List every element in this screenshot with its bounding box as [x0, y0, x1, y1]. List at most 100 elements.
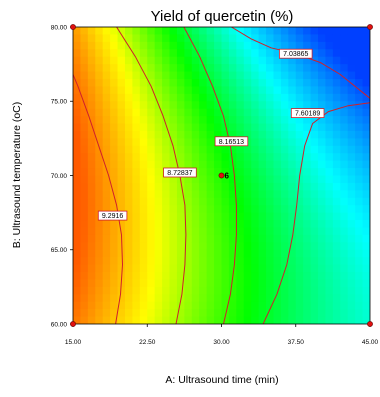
heat-cell — [199, 168, 208, 177]
heat-cell — [139, 153, 148, 162]
heat-cell — [221, 78, 230, 87]
heat-cell — [258, 27, 267, 36]
heat-cell — [124, 71, 133, 80]
heat-cell — [355, 34, 364, 43]
heat-cell — [191, 41, 200, 50]
heat-cell — [95, 71, 104, 80]
heat-cell — [340, 34, 349, 43]
heat-cell — [362, 294, 370, 303]
heat-cell — [102, 78, 111, 87]
heat-cell — [266, 286, 275, 295]
heat-cell — [73, 175, 82, 184]
heat-cell — [347, 197, 356, 206]
contour-label: 9.2916 — [102, 213, 124, 220]
heat-cell — [355, 86, 364, 95]
heat-cell — [110, 168, 119, 177]
heat-cell — [110, 93, 119, 102]
heat-cell — [73, 197, 82, 206]
heat-cell — [110, 49, 119, 58]
heat-cell — [102, 294, 111, 303]
heat-cell — [214, 197, 223, 206]
heat-cell — [191, 78, 200, 87]
heat-cell — [147, 78, 156, 87]
heat-cell — [132, 153, 141, 162]
heat-cell — [325, 34, 334, 43]
heat-cell — [221, 257, 230, 266]
heat-cell — [95, 49, 104, 58]
heat-cell — [87, 86, 96, 95]
heat-cell — [340, 264, 349, 273]
heat-cell — [80, 108, 89, 117]
heat-cell — [228, 71, 237, 80]
heat-cell — [124, 116, 133, 125]
heat-cell — [95, 205, 104, 214]
heat-cell — [199, 41, 208, 50]
y-tick-label: 75.00 — [51, 99, 68, 106]
heat-cell — [258, 249, 267, 258]
heat-cell — [124, 234, 133, 243]
heat-cell — [80, 212, 89, 221]
heat-cell — [332, 257, 341, 266]
heat-cell — [258, 153, 267, 162]
heat-cell — [340, 56, 349, 65]
heat-cell — [288, 78, 297, 87]
contour-label: 8.16513 — [219, 139, 244, 146]
heat-cell — [340, 205, 349, 214]
heat-cell — [266, 220, 275, 229]
heat-cell — [325, 108, 334, 117]
heat-cell — [110, 116, 119, 125]
heat-cell — [243, 316, 252, 324]
heat-cell — [139, 138, 148, 147]
heat-cell — [73, 190, 82, 199]
heat-cell — [214, 279, 223, 288]
heat-cell — [102, 220, 111, 229]
heat-cell — [280, 242, 289, 251]
heat-cell — [176, 108, 185, 117]
heat-cell — [87, 168, 96, 177]
heat-cell — [124, 220, 133, 229]
heat-cell — [266, 272, 275, 281]
heat-cell — [280, 175, 289, 184]
heat-cell — [340, 286, 349, 295]
y-axis-label: B: Ultrasound temperature (oC) — [11, 102, 23, 248]
heat-cell — [251, 27, 260, 36]
heat-cell — [258, 264, 267, 273]
heat-cell — [199, 34, 208, 43]
heat-cell — [258, 286, 267, 295]
heat-cell — [154, 212, 163, 221]
heat-cell — [340, 116, 349, 125]
heat-cell — [295, 190, 304, 199]
design-point-label: 6 — [225, 172, 230, 181]
heat-cell — [206, 279, 215, 288]
contour-line — [73, 74, 124, 324]
heat-cell — [73, 27, 82, 36]
heat-cell — [251, 145, 260, 154]
heat-cell — [221, 182, 230, 191]
heat-cell — [162, 227, 171, 236]
heat-cell — [147, 212, 156, 221]
heat-cell — [318, 130, 327, 139]
heat-cell — [80, 138, 89, 147]
heat-cell — [228, 249, 237, 258]
heat-cell — [273, 279, 282, 288]
heat-cell — [340, 168, 349, 177]
heat-cell — [199, 220, 208, 229]
heat-cell — [117, 78, 126, 87]
heat-cell — [191, 160, 200, 169]
heat-cell — [303, 279, 312, 288]
heat-cell — [273, 71, 282, 80]
heat-cell — [303, 168, 312, 177]
heat-cell — [295, 138, 304, 147]
heat-cell — [147, 71, 156, 80]
heat-cell — [214, 242, 223, 251]
heat-cell — [258, 190, 267, 199]
heat-cell — [325, 264, 334, 273]
heat-cell — [95, 242, 104, 251]
heat-cell — [236, 309, 245, 318]
heat-cell — [87, 294, 96, 303]
heat-cell — [102, 175, 111, 184]
heat-cell — [228, 242, 237, 251]
heat-cell — [147, 227, 156, 236]
heat-cell — [266, 108, 275, 117]
